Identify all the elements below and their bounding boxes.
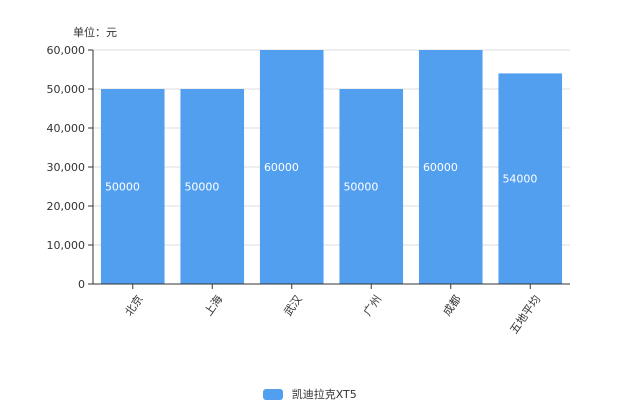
bar [418, 50, 483, 284]
y-tick-label: 60,000 [47, 44, 86, 57]
bar-value-label: 60000 [423, 161, 458, 174]
gridlines [93, 49, 570, 246]
y-tick-label: 40,000 [47, 122, 86, 135]
bar-value-label: 50000 [343, 181, 378, 194]
bar-value-label: 50000 [184, 181, 219, 194]
bar [498, 73, 563, 285]
x-tick-label: 上海 [201, 292, 225, 318]
x-tick-label: 北京 [122, 292, 146, 318]
bar-value-label: 50000 [105, 181, 140, 194]
bar [180, 89, 245, 284]
x-tick-label: 五地平均 [507, 293, 543, 336]
unit-label: 单位：元 [73, 25, 117, 39]
bar-value-label: 54000 [502, 173, 537, 186]
bar [259, 50, 324, 284]
legend: 凯迪拉克XT5 [0, 386, 620, 402]
legend-label: 凯迪拉克XT5 [291, 388, 357, 401]
y-tick-label: 30,000 [47, 161, 86, 174]
x-tick-label: 成都 [440, 293, 463, 318]
y-tick-label: 10,000 [47, 239, 86, 252]
y-tick-label: 0 [78, 278, 85, 291]
bar-chart: 单位：元 50000 50000 60000 50000 60000 54000 0 10,… [47, 25, 570, 336]
y-tick-label: 50,000 [47, 83, 86, 96]
legend-swatch [263, 388, 284, 400]
y-tick-label: 20,000 [47, 200, 86, 213]
bar [100, 89, 165, 284]
bar [339, 89, 404, 284]
x-tick-label: 武汉 [281, 293, 304, 318]
x-tick-label: 广州 [361, 293, 384, 318]
bar-value-label: 60000 [264, 161, 299, 174]
bars: 50000 50000 60000 50000 60000 54000 [100, 50, 563, 285]
